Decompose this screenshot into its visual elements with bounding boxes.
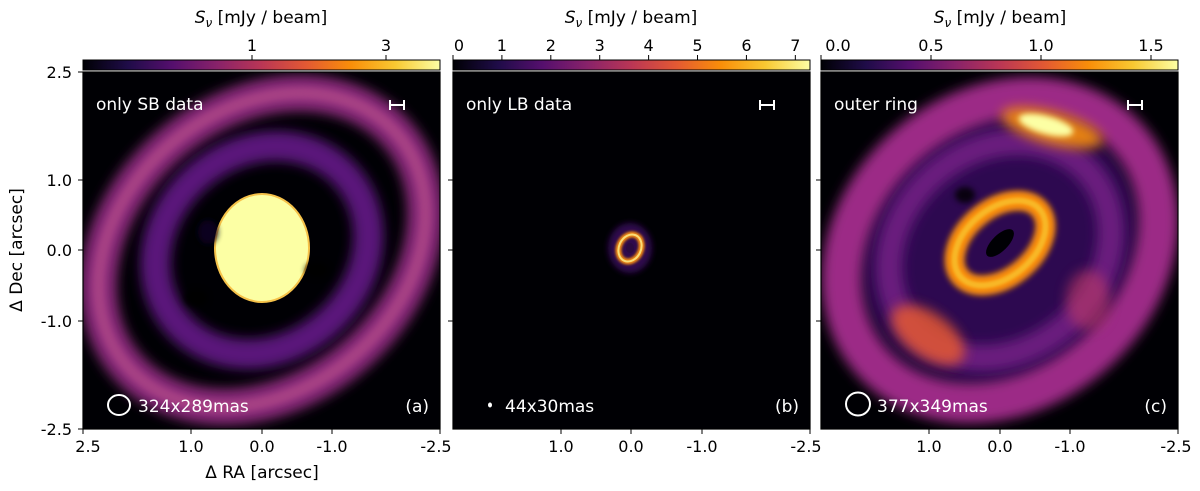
x-tick-label: -2.5 xyxy=(420,437,451,456)
colorbar-c-tick: 1.5 xyxy=(1138,36,1163,55)
panel-c-beam-label: 377x349mas xyxy=(877,397,988,417)
panel-c: outer ring 377x349mas (c) xyxy=(820,71,1179,430)
x-tick-label: -1.0 xyxy=(316,437,347,456)
x-tick-label: -1.0 xyxy=(686,437,717,456)
y-axis-label: Δ Dec [arcsec] xyxy=(7,188,27,312)
x-tick-labels: 2.5 1.0 0.0 -1.0 -2.5 1.0 0.0 -1.0 -2.5 … xyxy=(75,437,1191,456)
colorbar-b-tick: 2 xyxy=(546,36,556,55)
panel-c-letter: (c) xyxy=(1144,397,1167,417)
x-tick-label: -2.5 xyxy=(1160,437,1191,456)
colorbar-b-label: Sν [mJy / beam] xyxy=(565,8,698,30)
colorbar-a-tick: 3 xyxy=(381,36,391,55)
panel-a-letter: (a) xyxy=(405,397,429,417)
panel-b: only LB data 44x30mas (b) xyxy=(452,71,811,430)
colorbar-b-tick: 3 xyxy=(595,36,605,55)
x-tick-label: 0.0 xyxy=(987,437,1012,456)
panel-a-beam-label: 324x289mas xyxy=(138,397,249,417)
y-tick-label: 0.0 xyxy=(47,241,72,260)
colorbar-c-tick: 0.0 xyxy=(825,36,850,55)
panel-a-title: only SB data xyxy=(96,95,204,115)
y-tick-label: 2.5 xyxy=(47,63,72,82)
x-tick-label: 1.0 xyxy=(548,437,573,456)
y-tick-label: -1.0 xyxy=(41,312,72,331)
panel-a: only SB data 324x289mas (a) xyxy=(82,71,441,430)
colorbar-c-label: Sν [mJy / beam] xyxy=(934,8,1067,30)
beam-ellipse xyxy=(845,391,871,417)
colorbar-a-label: Sν [mJy / beam] xyxy=(195,8,328,30)
colorbar-b-tick: 5 xyxy=(692,36,702,55)
panel-a-outer-ring xyxy=(83,75,440,425)
colorbar-b: Sν [mJy / beam] 0 1 2 3 4 5 6 7 xyxy=(452,8,811,71)
x-tick-label: -1.0 xyxy=(1054,437,1085,456)
colorbar-c: Sν [mJy / beam] 0.0 0.5 1.0 1.5 xyxy=(820,8,1179,71)
panel-b-letter: (b) xyxy=(775,397,799,417)
scale-bar xyxy=(1127,100,1143,110)
beam-ellipse xyxy=(107,394,131,416)
colorbar-a: Sν [mJy / beam] 1 3 xyxy=(82,8,441,71)
colorbar-a-bar xyxy=(82,59,441,71)
panel-b-title: only LB data xyxy=(466,95,572,115)
x-tick-label: 1.0 xyxy=(916,437,941,456)
colorbar-c-tick: 1.0 xyxy=(1028,36,1053,55)
colorbar-b-tick: 6 xyxy=(741,36,751,55)
x-tick-label: 0.0 xyxy=(618,437,643,456)
colorbar-b-tick: 4 xyxy=(644,36,654,55)
panel-b-beam-label: 44x30mas xyxy=(505,397,594,417)
colorbar-a-tick: 1 xyxy=(247,36,257,55)
x-axis-label: Δ RA [arcsec] xyxy=(205,463,319,483)
colorbar-b-tick: 7 xyxy=(790,36,800,55)
x-tick-label: -2.5 xyxy=(790,437,821,456)
y-tick-label: 1.0 xyxy=(47,171,72,190)
x-tick-label: 0.0 xyxy=(249,437,274,456)
panel-c-title: outer ring xyxy=(834,95,918,115)
panel-a-inner-disk xyxy=(215,194,309,302)
y-tick-label: -2.5 xyxy=(41,420,72,439)
colorbar-c-tick: 0.5 xyxy=(918,36,943,55)
panel-c-outer-ring xyxy=(821,76,1178,424)
scale-bar xyxy=(389,100,405,110)
colorbar-b-bar xyxy=(452,59,811,71)
scale-bar xyxy=(759,100,775,110)
colorbar-c-bar xyxy=(820,59,1179,71)
x-tick-label: 2.5 xyxy=(75,437,100,456)
colorbar-b-tick: 1 xyxy=(497,36,507,55)
y-tick-labels: 2.5 1.0 0.0 -1.0 -2.5 xyxy=(41,63,72,439)
colorbar-b-tick: 0 xyxy=(454,36,464,55)
beam-ellipse xyxy=(488,402,492,408)
x-tick-label: 1.0 xyxy=(178,437,203,456)
axis-ticks xyxy=(78,71,1179,434)
